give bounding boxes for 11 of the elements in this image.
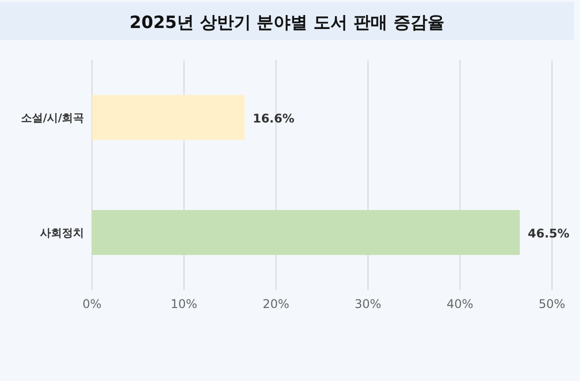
data-label: 46.5%	[528, 226, 570, 240]
x-tick-label: 30%	[354, 297, 382, 311]
y-tick-label: 소설/시/희곡	[20, 112, 84, 124]
x-tick-label: 10%	[170, 297, 198, 311]
x-tick-label: 40%	[446, 297, 474, 311]
data-label: 16.6%	[252, 112, 294, 126]
x-tick-label: 20%	[262, 297, 290, 311]
y-tick-label: 사회정치	[40, 226, 84, 240]
x-tick-label: 0%	[82, 297, 102, 311]
chart-title: 2025년 상반기 분야별 도서 판매 증감율	[130, 13, 444, 33]
x-tick-label: 50%	[538, 297, 566, 311]
